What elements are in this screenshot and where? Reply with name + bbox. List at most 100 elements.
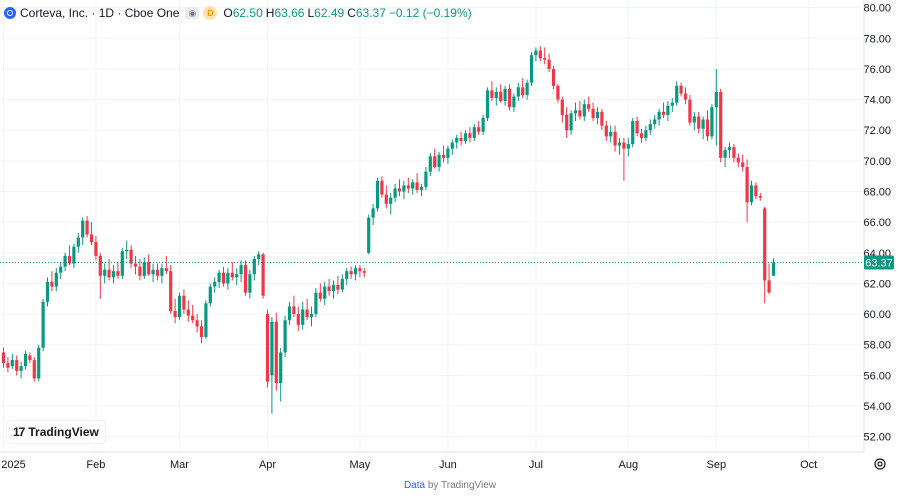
candle xyxy=(657,108,661,126)
candle xyxy=(375,177,380,212)
candle xyxy=(741,154,745,172)
candle xyxy=(512,93,516,112)
candle-body xyxy=(604,125,608,137)
candle xyxy=(644,125,648,141)
candle-body xyxy=(6,363,10,368)
candle-body xyxy=(494,91,498,99)
candle-body xyxy=(639,133,644,138)
eye-icon[interactable]: ◉ xyxy=(185,7,200,19)
data-link[interactable]: Data xyxy=(403,480,426,491)
candle xyxy=(116,262,120,279)
candle-body xyxy=(485,90,490,118)
candle-body xyxy=(441,154,446,158)
candle xyxy=(543,47,547,65)
candle-body xyxy=(32,360,36,379)
candle-body xyxy=(732,147,736,158)
candle-body xyxy=(727,147,732,151)
candle xyxy=(477,121,481,135)
x-tick-label: Apr xyxy=(259,459,276,471)
candle xyxy=(697,111,701,134)
candle-body xyxy=(521,87,525,95)
candle xyxy=(771,258,776,276)
candle-body xyxy=(336,284,340,290)
candle xyxy=(653,114,657,129)
candle-body xyxy=(389,197,393,204)
corteva-logo-icon xyxy=(4,7,16,19)
candle-body xyxy=(252,258,256,275)
symbol-title[interactable]: Corteva, Inc. · 1D · Cboe One xyxy=(20,6,180,20)
candle xyxy=(129,245,133,269)
candle-body xyxy=(67,255,72,264)
candle xyxy=(617,137,622,155)
candle-body xyxy=(138,266,142,276)
symbol-legend: Corteva, Inc. · 1D · Cboe One ◉ D O 62.5… xyxy=(4,4,475,22)
candle xyxy=(727,142,732,158)
candle xyxy=(719,88,723,163)
candle xyxy=(107,258,111,281)
candle-body xyxy=(622,142,626,149)
candle xyxy=(353,265,358,281)
candle xyxy=(402,180,406,200)
x-tick-label: May xyxy=(350,459,371,471)
candle xyxy=(670,98,674,112)
candle xyxy=(32,357,36,382)
candlestick-series xyxy=(0,45,864,414)
candle-body xyxy=(358,268,362,272)
candle xyxy=(358,265,362,278)
candle xyxy=(455,134,459,149)
candle xyxy=(15,355,19,376)
candle xyxy=(323,281,327,305)
candle xyxy=(327,278,331,296)
candle-body xyxy=(111,271,116,278)
candle-body xyxy=(327,286,331,292)
candle xyxy=(261,252,265,299)
candle-body xyxy=(349,271,353,275)
y-tick-label: 52.00 xyxy=(863,432,891,444)
candle xyxy=(147,254,151,276)
candle-body xyxy=(534,50,538,56)
y-tick-label: 74.00 xyxy=(863,95,891,107)
candle xyxy=(547,53,551,73)
settings-icon[interactable] xyxy=(873,457,887,471)
x-tick-label: Jul xyxy=(529,459,543,471)
y-tick-label: 54.00 xyxy=(863,401,891,413)
candle-body xyxy=(538,50,542,59)
candle xyxy=(661,102,666,118)
x-tick-label: Feb xyxy=(86,459,105,471)
candle xyxy=(199,320,204,344)
tradingview-watermark[interactable]: 17 TradingView xyxy=(7,421,105,443)
dividend-badge[interactable]: D xyxy=(203,6,218,20)
low-label: L xyxy=(307,6,315,20)
candle-body xyxy=(353,268,358,275)
candle-body xyxy=(10,360,14,367)
candle-body xyxy=(573,110,578,114)
candle xyxy=(63,252,67,272)
candle xyxy=(565,107,569,138)
y-tick-label: 56.00 xyxy=(863,370,891,382)
candle-body xyxy=(323,286,327,299)
candle-body xyxy=(551,68,556,86)
candle xyxy=(367,214,371,255)
candle-body xyxy=(507,88,512,108)
candle xyxy=(551,65,556,89)
candle-body xyxy=(173,311,177,318)
x-tick-label: Mar xyxy=(170,459,189,471)
candle xyxy=(529,52,534,86)
candle xyxy=(631,117,635,148)
candle xyxy=(191,304,195,324)
candle xyxy=(635,116,639,137)
candle-body xyxy=(749,185,754,203)
candle xyxy=(98,252,102,299)
candle xyxy=(626,137,630,157)
candle-body xyxy=(683,93,688,100)
candle-body xyxy=(516,87,520,97)
candle xyxy=(578,101,582,120)
candle-body xyxy=(657,111,661,120)
candle xyxy=(331,280,336,299)
candle-body xyxy=(723,150,727,158)
candle xyxy=(622,137,626,181)
candle-body xyxy=(142,262,146,276)
candle xyxy=(230,262,234,281)
candle xyxy=(648,119,652,135)
